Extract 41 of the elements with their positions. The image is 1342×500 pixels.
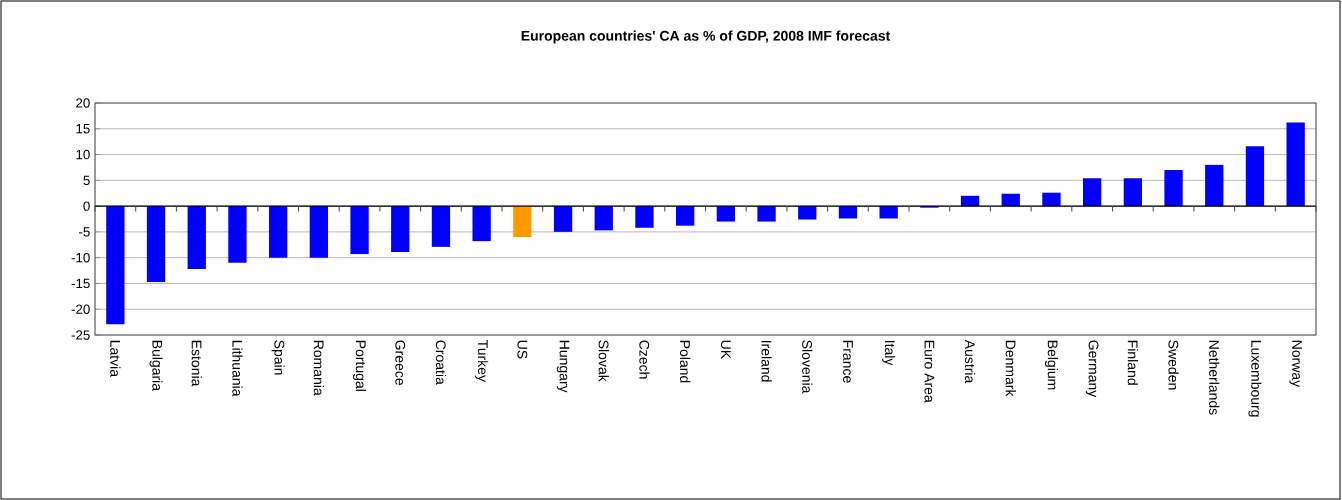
x-tick-label: Ireland: [761, 341, 772, 382]
x-tick-label: Croatia: [435, 340, 447, 385]
x-tick-label: Estonia: [191, 340, 202, 387]
x-tick-label: Slovenia: [802, 340, 813, 394]
x-tick-label: Luxembourg: [1248, 340, 1262, 417]
x-tick-label: Hungary: [556, 340, 570, 393]
y-tick-label: -25: [71, 330, 90, 340]
x-tick-label: Euro Area: [924, 340, 935, 403]
x-tick-label: Portugal: [353, 340, 367, 391]
y-tick-label: -20: [71, 304, 90, 314]
x-tick-label: Lithuania: [232, 340, 243, 397]
y-tick-label: 0: [83, 201, 90, 211]
x-tick-label: UK: [720, 340, 731, 359]
x-tick-label: Slovak: [598, 340, 609, 382]
y-tick-label: -5: [79, 227, 90, 237]
x-tick-label: Romania: [313, 340, 324, 396]
x-tick-label: Sweden: [1168, 340, 1179, 390]
x-tick-label: Norway: [1289, 340, 1302, 388]
y-tick-label: 20: [76, 98, 90, 108]
x-tick-label: Finland: [1127, 340, 1138, 385]
x-tick-label: Bulgaria: [149, 340, 163, 392]
x-tick-label: France: [843, 340, 853, 383]
y-tick-label: 15: [76, 124, 90, 134]
y-tick-label: -15: [71, 278, 90, 289]
y-tick-label: 10: [76, 149, 90, 160]
x-tick-label: US: [517, 340, 528, 359]
chart-title: European countries' CA as % of GDP, 2008 IMF forecast: [521, 30, 891, 44]
y-tick-label: 5: [83, 175, 90, 185]
x-tick-label: Latvia: [110, 340, 121, 378]
x-tick-label: Belgium: [1044, 340, 1058, 390]
y-tick-label: -10: [71, 252, 90, 263]
x-tick-label: Germany: [1085, 340, 1099, 398]
x-tick-label: Czech: [639, 340, 650, 379]
x-tick-label: Denmark: [1005, 340, 1016, 397]
x-tick-label: Italy: [882, 341, 896, 366]
x-tick-label: Netherlands: [1209, 340, 1220, 415]
x-tick-label: Spain: [271, 340, 285, 375]
x-tick-label: Greece: [395, 340, 406, 385]
x-tick-label: Turkey: [475, 340, 489, 382]
x-tick-label: Poland: [680, 340, 691, 383]
x-tick-label: Austria: [964, 339, 976, 384]
